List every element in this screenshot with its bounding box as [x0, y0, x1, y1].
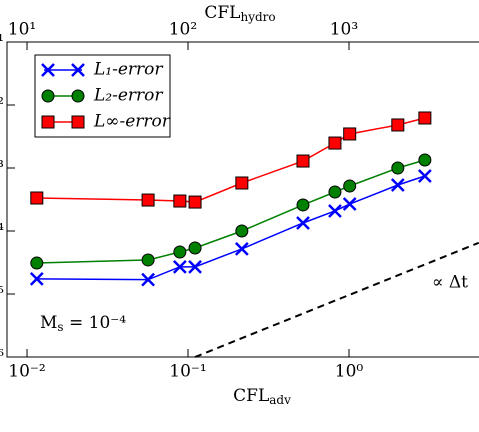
marker: [173, 245, 187, 259]
y-tick-label: 10⁻⁴: [0, 221, 4, 241]
marker: [173, 194, 187, 208]
x-tick-label: 10⁻²: [8, 362, 45, 382]
y-tick-label: 10⁻⁵: [0, 284, 4, 304]
x-tick-label: 10⁻¹: [169, 362, 206, 382]
marker: [391, 161, 405, 175]
x-axis-label: CFLadv: [233, 386, 291, 407]
y-tick-label: 10⁻³: [0, 158, 4, 178]
marker: [41, 115, 55, 129]
marker: [343, 179, 357, 193]
legend-label: L₁-error: [93, 60, 163, 80]
y-tick-label: 10⁻¹: [0, 32, 4, 52]
legend-label: L₂-error: [93, 86, 163, 106]
marker: [343, 127, 357, 141]
marker: [41, 89, 55, 103]
marker: [141, 193, 155, 207]
y-tick-label: 10⁻⁶: [0, 347, 4, 367]
marker: [342, 197, 357, 211]
marker: [296, 154, 310, 168]
x2-tick-label: 10²: [169, 20, 197, 40]
marker: [71, 89, 85, 103]
marker: [390, 178, 405, 192]
marker: [417, 169, 432, 183]
marker: [29, 271, 44, 286]
marker: [235, 224, 249, 238]
marker: [296, 216, 310, 230]
marker: [418, 111, 432, 125]
marker: [41, 63, 55, 77]
series-line: [36, 159, 426, 264]
x2-tick-label: 10¹: [8, 20, 36, 40]
series-line: [36, 117, 426, 203]
marker: [188, 241, 202, 255]
legend: L₁-error L₂-error L∞-error: [34, 54, 171, 138]
marker: [328, 136, 342, 150]
marker: [296, 198, 310, 212]
reference-line: [194, 241, 479, 358]
x2-tick-label: 10³: [330, 20, 358, 40]
marker: [30, 191, 44, 205]
marker: [391, 118, 405, 132]
y-tick-label: 10⁻²: [0, 95, 4, 115]
marker: [141, 253, 155, 267]
marker: [328, 204, 342, 218]
marker: [141, 272, 155, 287]
marker: [172, 259, 187, 274]
plot-frame: [6, 41, 479, 358]
marker: [418, 153, 432, 167]
annotation: Ms = 10⁻⁴: [40, 313, 126, 334]
series-line: [36, 175, 426, 281]
marker: [30, 256, 44, 270]
marker: [328, 185, 342, 199]
marker: [234, 242, 249, 256]
x-tick-label: 10⁰: [335, 362, 364, 382]
legend-label: L∞-error: [93, 112, 171, 132]
marker: [71, 115, 85, 129]
x2-axis-label: CFLhydro: [204, 3, 275, 24]
marker: [71, 63, 85, 77]
marker: [188, 259, 202, 274]
marker: [188, 195, 202, 209]
marker: [235, 176, 249, 190]
reference-label: ∝ Δt: [432, 273, 468, 293]
